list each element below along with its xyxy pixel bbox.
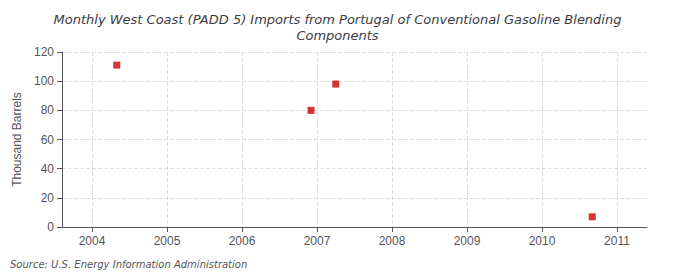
svg-text:Source: U.S. Energy Informatio: Source: U.S. Energy Information Administ…	[10, 259, 247, 270]
svg-text:80: 80	[41, 103, 55, 117]
svg-text:40: 40	[41, 162, 55, 176]
svg-text:2007: 2007	[304, 234, 331, 248]
svg-text:Thousand Barrels: Thousand Barrels	[10, 92, 24, 187]
svg-text:2009: 2009	[454, 234, 481, 248]
svg-text:2004: 2004	[79, 234, 106, 248]
svg-text:2005: 2005	[154, 234, 181, 248]
svg-text:Components: Components	[296, 28, 378, 43]
svg-text:Monthly West Coast (PADD 5) Im: Monthly West Coast (PADD 5) Imports from…	[54, 12, 622, 27]
svg-text:2006: 2006	[229, 234, 256, 248]
svg-text:2010: 2010	[529, 234, 556, 248]
svg-text:2008: 2008	[379, 234, 406, 248]
svg-text:0: 0	[47, 220, 54, 234]
svg-text:120: 120	[34, 45, 54, 59]
svg-text:100: 100	[34, 74, 54, 88]
svg-text:20: 20	[41, 191, 55, 205]
svg-text:60: 60	[41, 133, 55, 147]
svg-text:2011: 2011	[604, 234, 630, 248]
